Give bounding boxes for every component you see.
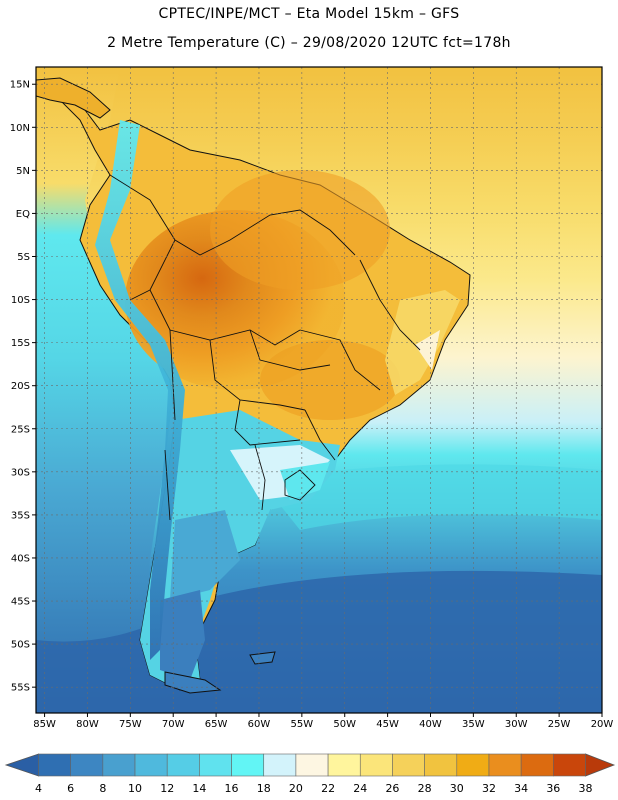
colorbar-label: 10 [128,782,142,795]
colorbar-label: 4 [35,782,42,795]
colorbar-swatch [520,753,554,777]
lat-label: 10S [11,295,30,306]
colorbar-swatch [166,753,200,777]
colorbar-swatch [199,753,232,777]
title-line-2: 2 Metre Temperature (C) – 29/08/2020 12U… [107,35,511,51]
pacific-ocean [36,67,175,713]
lat-label: 20S [11,381,30,392]
colorbar-label: 34 [514,782,528,795]
lon-label: 25W [548,719,571,730]
latitude-ticks: 15N 10N 5N EQ 5S 10S 15S 20S 25S 30S 35S 40S 45S 50S 5… [10,80,36,694]
colorbar-label: 30 [450,782,464,795]
lon-label: 20W [591,719,614,730]
lon-label: 70W [162,719,185,730]
colorbar-swatch [424,753,458,777]
lat-label: 40S [11,553,30,564]
longitude-ticks: 85W 80W 75W 70W 65W 60W 55W 50W 45W 40W 35W 30W 25W 2… [33,713,613,730]
colorbar-swatch [70,753,104,777]
lon-label: 55W [291,719,314,730]
colorbar-label: 12 [160,782,174,795]
lat-label: 55S [11,683,30,694]
colorbar-label: 32 [482,782,496,795]
colorbar-swatch [327,753,361,777]
colorbar-below-arrow [4,753,39,777]
colorbar-label: 36 [546,782,560,795]
colorbar-swatch [553,753,586,777]
colorbar-label: 26 [385,782,399,795]
lon-label: 40W [419,719,442,730]
colorbar-label: 22 [321,782,335,795]
colorbar-swatch [359,753,393,777]
colorbar-swatch [38,753,71,777]
colorbar-swatch [263,753,297,777]
lat-label: 50S [11,640,30,651]
country-borders [109,174,421,521]
colorbar-label: 16 [225,782,239,795]
colorbar-swatch [102,753,136,777]
lat-label: 25S [11,424,30,435]
colorbar-swatch [295,753,329,777]
colorbar-swatch [488,753,522,777]
lon-label: 80W [76,719,99,730]
colorbar-label: 28 [418,782,432,795]
lat-label: 10N [10,123,30,134]
colorbar-swatch [456,753,490,777]
lon-label: 65W [205,719,228,730]
lat-label: 15N [10,80,30,91]
lon-label: 45W [376,719,399,730]
map-frame [35,66,603,714]
colorbar-above-arrow [585,753,616,777]
falkland-islands [249,651,276,665]
lon-label: 50W [333,719,356,730]
colorbar-label: 38 [579,782,593,795]
tierra-del-fuego [164,671,222,694]
lat-label: 30S [11,467,30,478]
lat-label: 5S [17,252,30,263]
lon-label: 75W [119,719,142,730]
colorbar-swatch [134,753,168,777]
colorbar-label: 18 [257,782,271,795]
title-line-1: CPTEC/INPE/MCT – Eta Model 15km – GFS [158,6,460,22]
colorbar-label: 8 [99,782,106,795]
andes-ridge [95,120,185,660]
lat-label: 45S [11,597,30,608]
lat-label: 5N [16,166,30,177]
lon-label: 60W [248,719,271,730]
lon-label: 85W [33,719,56,730]
colorbar-swatch [231,753,265,777]
colorbar-label: 20 [289,782,303,795]
lat-label: 35S [11,510,30,521]
graticule [36,67,603,713]
lon-label: 35W [462,719,485,730]
central-america-land [36,77,111,119]
lon-label: 30W [505,719,528,730]
colorbar-label: 24 [353,782,367,795]
colorbar-label: 14 [192,782,206,795]
colorbar-swatch [392,753,425,777]
colorbar-label: 6 [67,782,74,795]
lat-label: 15S [11,338,30,349]
lat-label: EQ [16,209,30,220]
